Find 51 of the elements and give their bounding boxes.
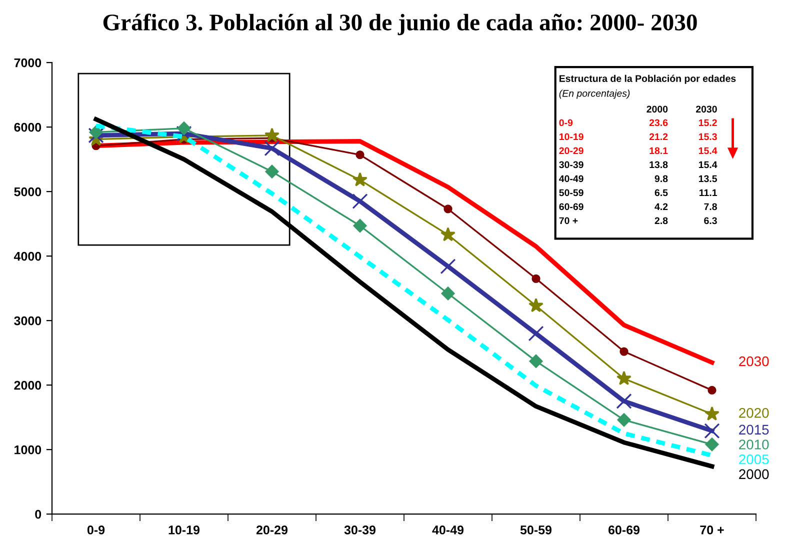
annotation: 30-39 xyxy=(559,161,584,168)
annotation: 13.8 xyxy=(650,161,668,168)
x-tick-label: 40-49 xyxy=(432,526,464,534)
annotation: 2000 xyxy=(646,106,668,113)
series-label: 2000 xyxy=(739,469,769,480)
y-tick-label: 3000 xyxy=(14,316,42,326)
annotation: 40-49 xyxy=(559,175,584,182)
annotation: 13.5 xyxy=(698,175,718,182)
y-tick-label: 1000 xyxy=(14,445,42,454)
annotation: 15.3 xyxy=(698,133,717,140)
annotation: Estructura de la Población por edades xyxy=(560,74,736,84)
x-tick-label: 70 + xyxy=(700,526,724,534)
series-label: 2010 xyxy=(739,440,769,450)
annotation: 15.2 xyxy=(698,119,717,126)
annotation: 11.1 xyxy=(700,189,718,196)
y-tick-label: 4000 xyxy=(14,252,42,261)
annotation: 4.2 xyxy=(654,203,668,210)
y-tick-label: 0 xyxy=(35,510,42,519)
series-label: 2020 xyxy=(739,408,769,418)
annotation: 10-19 xyxy=(559,133,584,140)
annotation: 6.5 xyxy=(654,189,668,196)
annotation: 20-29 xyxy=(559,147,584,154)
annotation: 0-9 xyxy=(559,119,573,126)
annotation: (En porcentajes) xyxy=(559,90,630,99)
x-tick-label: 10-19 xyxy=(168,526,200,534)
series-label: 2015 xyxy=(739,424,769,435)
annotation: 18.1 xyxy=(650,147,668,154)
annotation: 15.4 xyxy=(698,147,718,154)
annotation: 60-69 xyxy=(559,203,584,210)
annotation: 6.3 xyxy=(704,217,717,224)
annotation: 2.8 xyxy=(654,217,668,224)
y-tick-label: 5000 xyxy=(14,187,42,196)
x-tick-label: 30-39 xyxy=(344,526,376,534)
annotation: 50-59 xyxy=(559,189,584,196)
annotation: 21.2 xyxy=(649,133,668,140)
series-label: 2005 xyxy=(739,454,769,464)
y-tick-label: 7000 xyxy=(14,58,42,68)
annotation: 70 + xyxy=(559,217,578,224)
y-tick-label: 6000 xyxy=(14,122,42,132)
annotation: 7.8 xyxy=(704,203,717,210)
annotation: 15.4 xyxy=(698,161,718,168)
y-tick-label: 2000 xyxy=(14,380,42,390)
x-tick-label: 0-9 xyxy=(87,526,105,534)
x-tick-label: 60-69 xyxy=(608,526,640,534)
x-tick-label: 50-59 xyxy=(520,526,552,534)
annotation: 2030 xyxy=(696,106,717,113)
chart-title: Gráfico 3. Población al 30 de junio de cada año: 2000- 2030 xyxy=(103,14,697,36)
annotation: 9.8 xyxy=(654,175,668,182)
series-label: 2030 xyxy=(739,356,769,366)
annotation: 23.6 xyxy=(649,119,668,126)
x-tick-label: 20-29 xyxy=(256,526,288,534)
